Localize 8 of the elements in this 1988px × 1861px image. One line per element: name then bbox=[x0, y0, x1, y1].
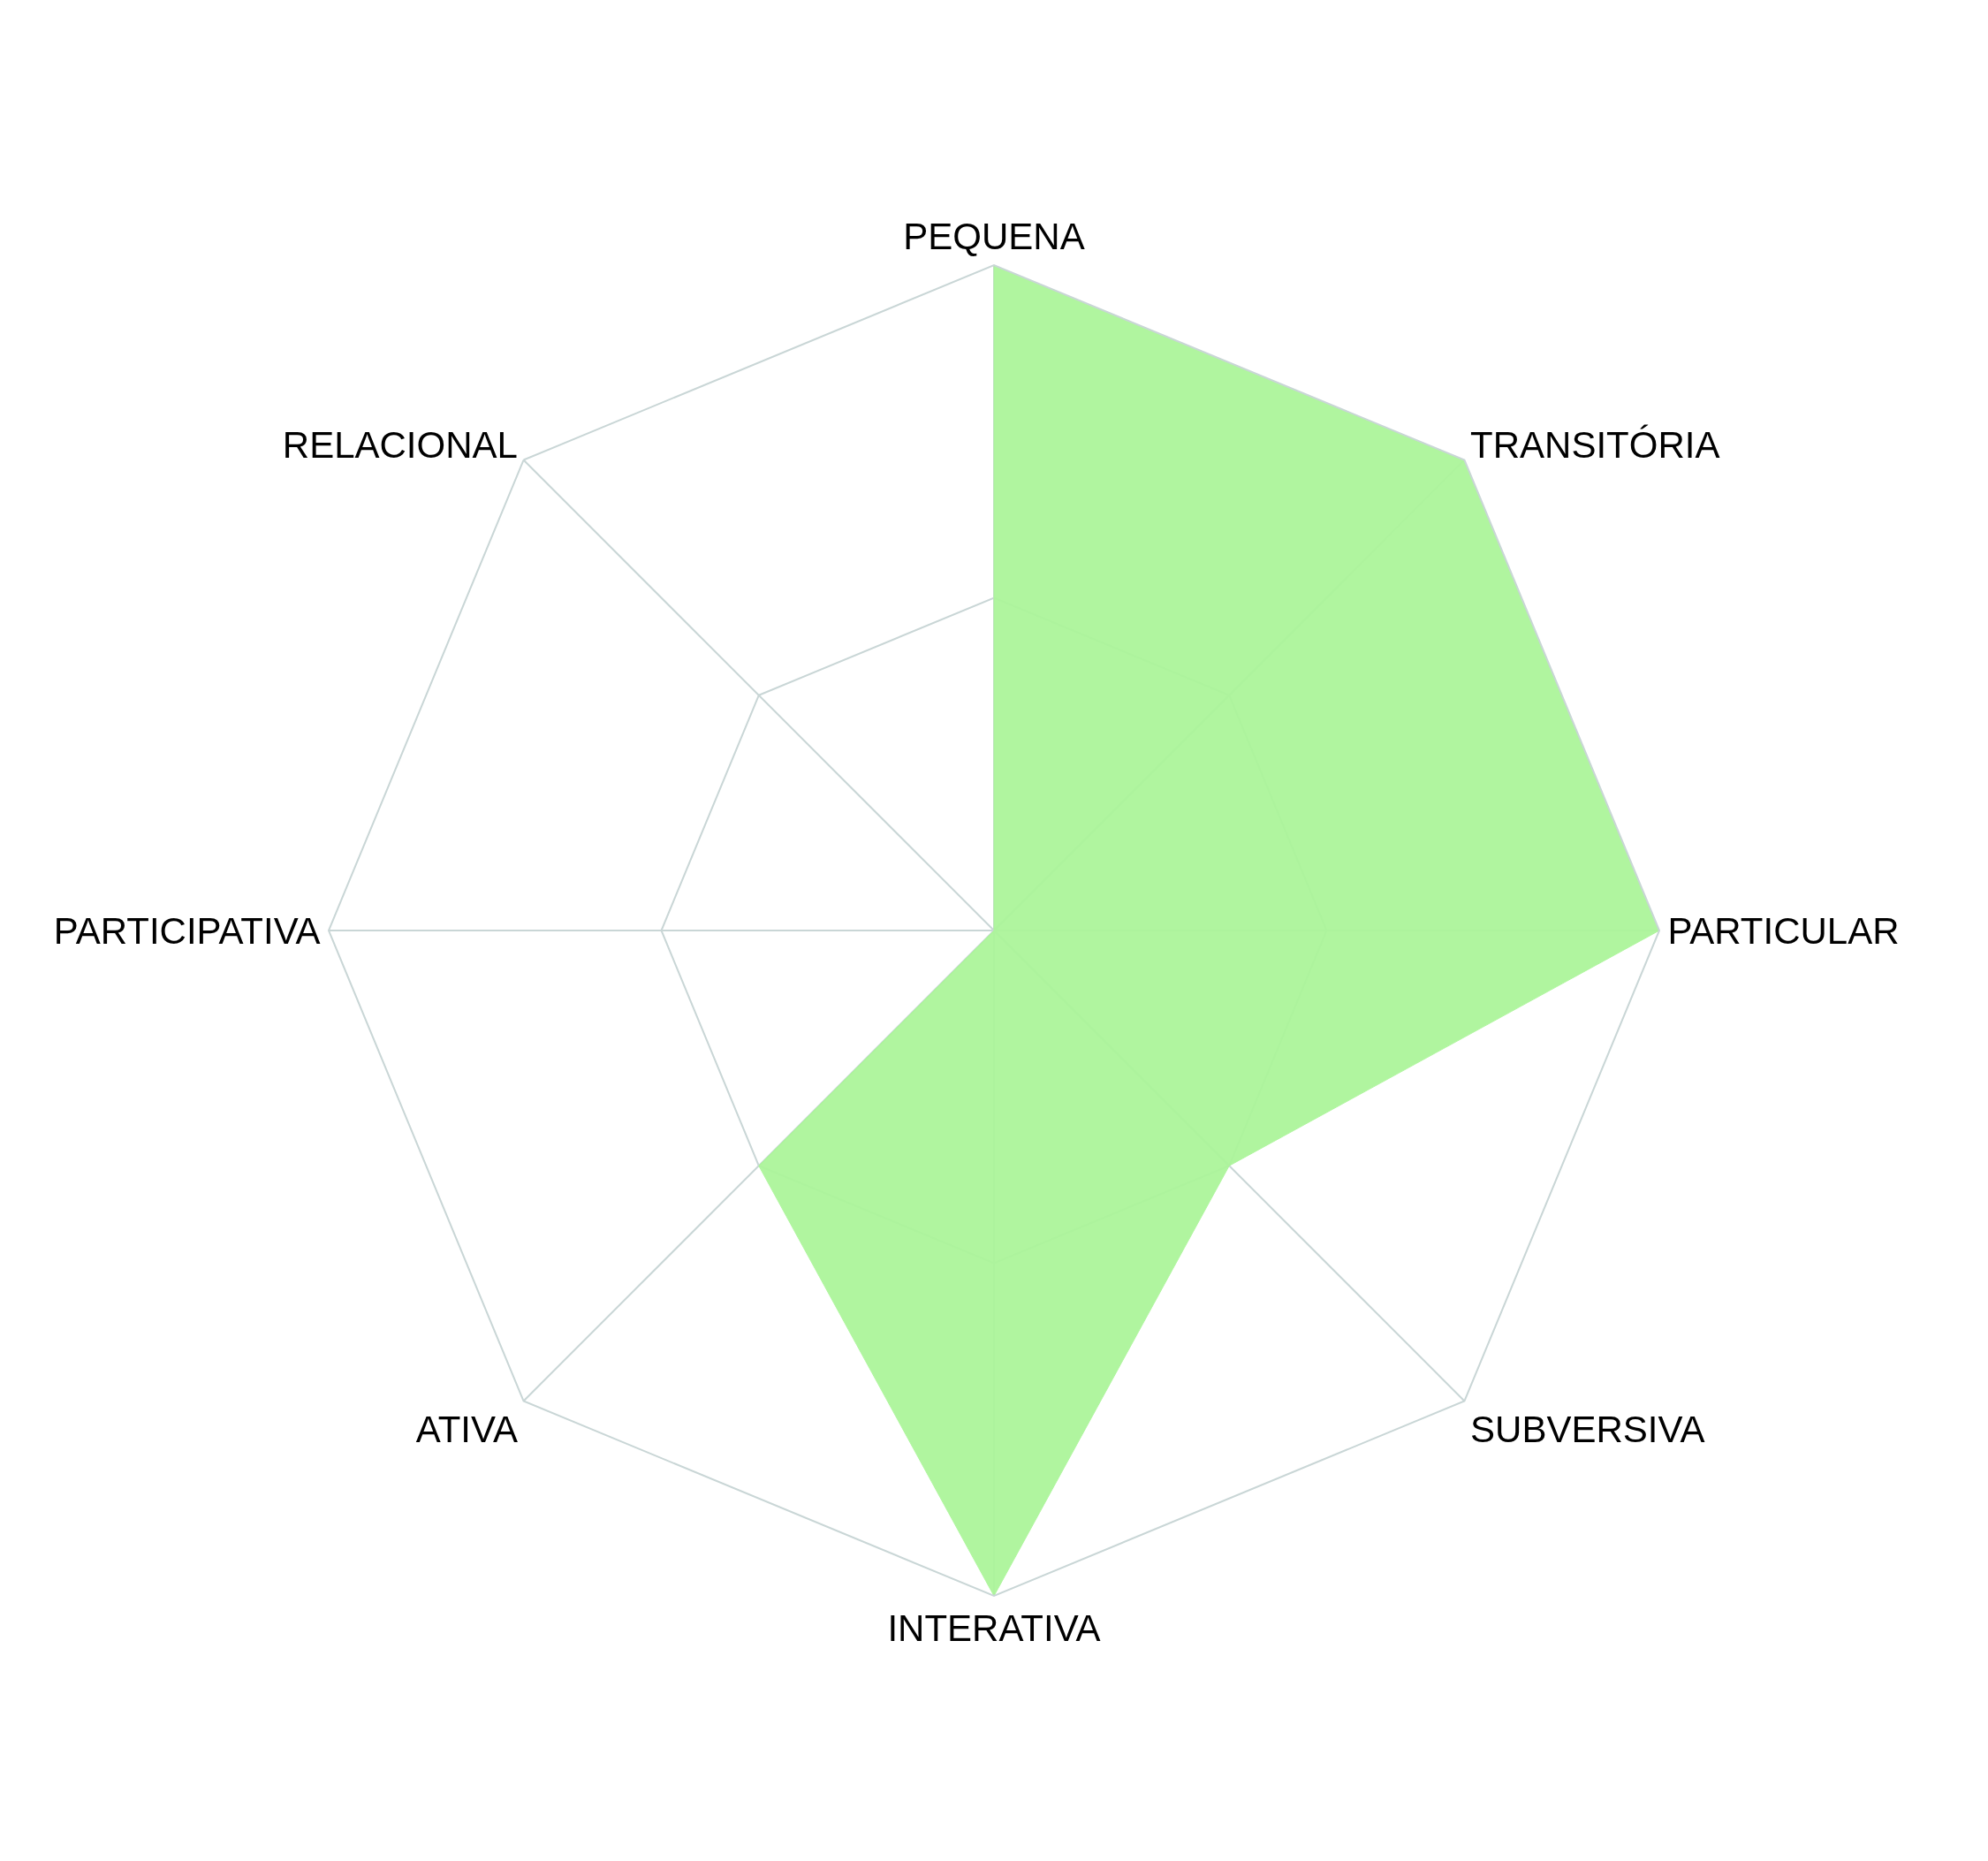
spoke-label: RELACIONAL bbox=[282, 424, 518, 467]
spoke-label: INTERATIVA bbox=[887, 1607, 1101, 1650]
spoke-label: TRANSITÓRIA bbox=[1470, 424, 1720, 467]
spoke-label: PEQUENA bbox=[903, 216, 1085, 258]
spoke-label: PARTICULAR bbox=[1667, 909, 1900, 952]
spoke-label: PARTICIPATIVA bbox=[53, 909, 321, 952]
spoke-label: SUBVERSIVA bbox=[1470, 1409, 1705, 1451]
spoke-label: ATIVA bbox=[415, 1409, 518, 1451]
